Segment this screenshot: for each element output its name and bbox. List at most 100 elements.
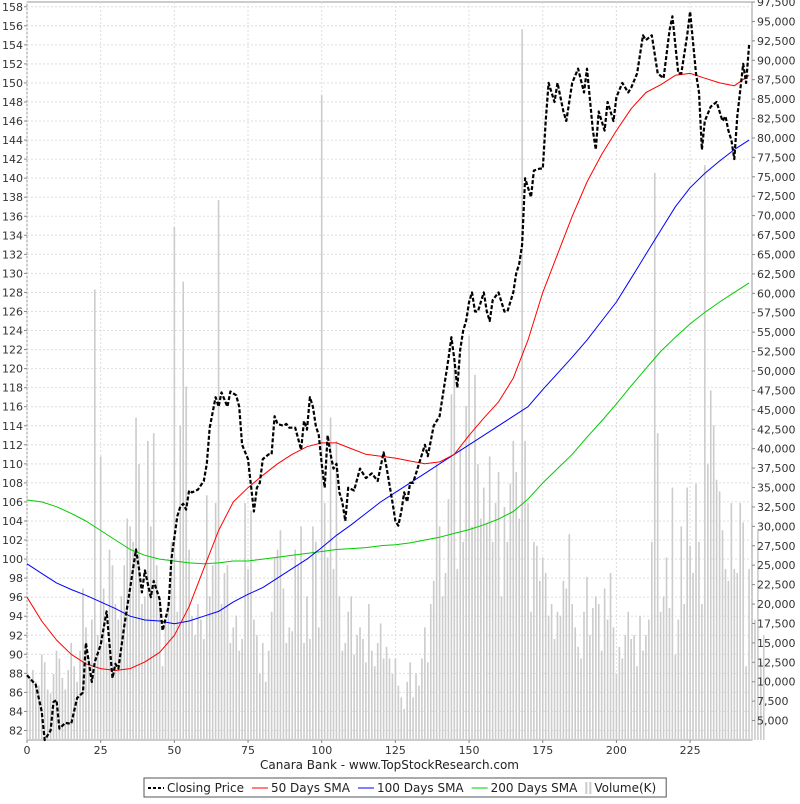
volume-bar (524, 440, 526, 740)
y-left-tick-label: 88 (9, 667, 23, 680)
y-left-tick-label: 120 (2, 363, 23, 376)
volume-bar (391, 673, 394, 740)
y-right-tick-label: 32,500 (757, 501, 796, 514)
y-right-tick-label: 45,000 (757, 404, 796, 417)
volume-bar (303, 642, 305, 740)
y-right-tick-label: 85,000 (757, 93, 796, 106)
y-right-tick-label: 5,000 (757, 715, 789, 728)
y-left-tick-label: 128 (2, 286, 23, 299)
volume-bar (155, 565, 158, 740)
volume-bar (229, 642, 232, 740)
volume-bar (609, 572, 612, 740)
y-right-tick-label: 55,000 (757, 326, 796, 339)
volume-bar (282, 588, 285, 740)
y-right-tick-label: 42,500 (757, 423, 796, 436)
volume-bar (99, 456, 102, 740)
volume-bar (26, 666, 28, 740)
volume-bar (129, 526, 131, 740)
volume-bar (344, 642, 347, 740)
volume-bar (482, 487, 485, 740)
legend-label: Closing Price (167, 781, 244, 795)
volume-bar (256, 635, 258, 740)
volume-bar (335, 440, 338, 740)
y-right-tick-label: 82,500 (757, 113, 796, 126)
y-left-tick-label: 126 (2, 305, 23, 318)
volume-bar (718, 491, 721, 740)
volume-bar (173, 227, 176, 741)
y-left-tick-label: 104 (2, 515, 23, 528)
volume-bar (188, 549, 190, 740)
volume-bar (665, 557, 668, 740)
y-left-tick-label: 110 (2, 458, 23, 471)
volume-bar (350, 596, 352, 740)
volume-bar (288, 627, 291, 740)
volume-bar (559, 615, 562, 740)
volume-bar (371, 650, 373, 740)
y-left-tick-label: 156 (2, 20, 23, 33)
volume-bar (745, 666, 747, 740)
volume-bar (235, 615, 238, 740)
volume-bar (509, 483, 512, 740)
volume-bar (712, 425, 715, 740)
volume-bar (577, 646, 579, 740)
volume-bar (300, 526, 302, 740)
volume-bar (480, 518, 482, 740)
volume-bar (757, 530, 759, 740)
y-right-tick-label: 62,500 (757, 268, 796, 281)
volume-bar (429, 604, 432, 740)
y-right-tick-label: 57,500 (757, 307, 796, 320)
y-right-tick-label: 70,000 (757, 210, 796, 223)
volume-bar (424, 627, 426, 740)
volume-bar (642, 650, 644, 740)
volume-bar (668, 607, 671, 740)
volume-bar (586, 576, 588, 740)
volume-bar (132, 541, 134, 740)
volume-bar (730, 503, 733, 740)
volume-bar (550, 604, 553, 740)
x-tick-label: 225 (680, 744, 701, 757)
volume-bar (715, 479, 718, 740)
volume-bar (421, 658, 423, 740)
axes: 82 84 86 88 90 92 94 96 98 100 102 104 106 108 110 112 1… (2, 0, 796, 757)
volume-bar (76, 681, 78, 740)
volume-bar (450, 394, 453, 740)
volume-bar (733, 569, 736, 740)
y-right-tick-label: 30,000 (757, 520, 796, 533)
volume-bar (724, 569, 727, 740)
volume-bar (636, 666, 638, 740)
volume-bar (536, 545, 538, 740)
volume-bar (474, 374, 476, 740)
y-left-tick-label: 106 (2, 496, 23, 509)
volume-bar (203, 639, 205, 740)
volume-bar (250, 510, 252, 740)
volume-bar (721, 530, 724, 740)
volume-bar (179, 425, 182, 740)
volume-bar (521, 29, 523, 741)
volume-bar (105, 642, 108, 740)
volume-bar (742, 522, 744, 740)
y-right-tick-label: 60,000 (757, 287, 796, 300)
volume-bar (46, 689, 49, 740)
y-left-tick-label: 112 (2, 439, 23, 452)
volume-bar (291, 631, 294, 740)
y-right-tick-label: 20,000 (757, 598, 796, 611)
y-left-tick-label: 92 (9, 629, 23, 642)
volume-bar (485, 522, 488, 740)
volume-bar (506, 541, 509, 740)
y-left-tick-label: 132 (2, 248, 23, 261)
volume-bar (612, 627, 615, 740)
volume-bar (427, 662, 429, 740)
legend-swatch (585, 782, 588, 794)
volume-bar (574, 627, 576, 740)
volume-bar (267, 650, 270, 740)
volume-bar (689, 545, 691, 740)
volume-bar (29, 677, 31, 740)
volume-bar (164, 619, 167, 740)
volume-bar (35, 681, 37, 740)
volume-bar (70, 642, 73, 740)
y-left-tick-label: 130 (2, 267, 23, 280)
volume-bar (359, 627, 361, 740)
volume-bar (553, 639, 556, 740)
volume-bar (247, 569, 249, 740)
volume-bar (603, 588, 606, 740)
